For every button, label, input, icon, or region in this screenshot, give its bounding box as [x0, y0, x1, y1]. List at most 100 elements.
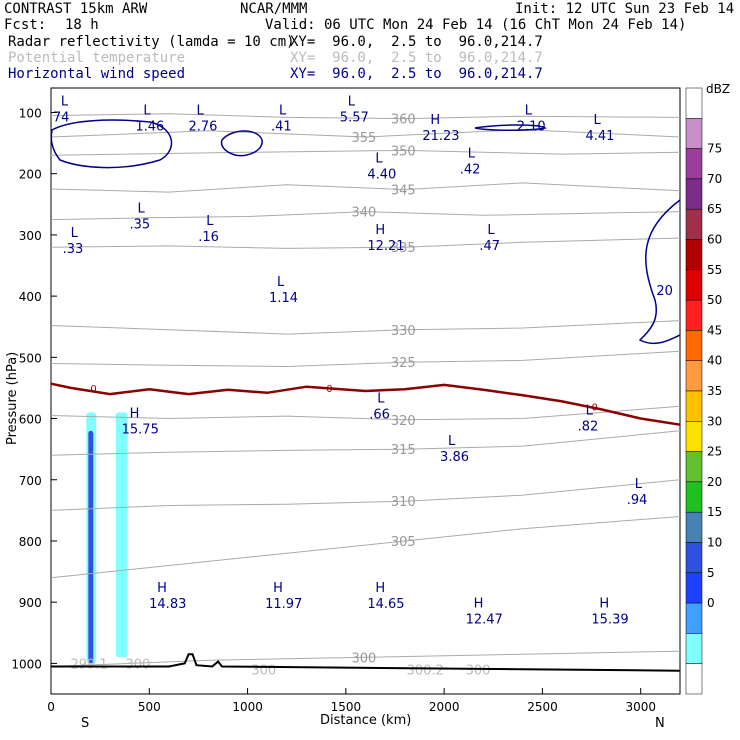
colorbar-block [685, 239, 703, 271]
field-3-xy: XY= 96.0, 2.5 to 96.0,214.7 [290, 66, 543, 82]
wind-extremum-value: 3.86 [440, 450, 469, 465]
wind-extremum-value: .16 [198, 230, 219, 245]
init-time: Init: 12 UTC Sun 23 Feb 14 [515, 1, 735, 17]
colorbar-block [685, 451, 703, 483]
theta-contour-label: 335 [391, 241, 416, 256]
theta-contour-305 [50, 516, 681, 579]
colorbar-label: 15 [707, 505, 722, 519]
colorbar-block [685, 542, 703, 574]
theta-contour-340 [50, 211, 681, 221]
wind-extremum-value: 14.65 [367, 597, 404, 612]
field-3-name: Horizontal wind speed [8, 66, 186, 82]
wind-extremum: H15.75 [122, 407, 159, 438]
wind-extremum: L.16 [198, 214, 219, 245]
wind-extremum: H21.23 [422, 113, 459, 144]
wind-extremum: H15.39 [591, 596, 628, 627]
x-tick-label: 0 [47, 700, 55, 714]
wind-contour [50, 119, 173, 169]
x-tick-label: 1500 [331, 700, 362, 714]
wind-extremum-value: 15.39 [591, 612, 628, 627]
colorbar-block [685, 148, 703, 180]
x-tick-label: 500 [138, 700, 161, 714]
colorbar-block [685, 299, 703, 331]
colorbar-block [685, 602, 703, 634]
theta-contour-325 [50, 350, 681, 368]
terrain-line [51, 653, 681, 672]
wind-extremum-kind: L [137, 202, 145, 217]
theta-contour-label: 360 [391, 113, 416, 128]
colorbar-label: 40 [707, 354, 722, 368]
wind-extremum-kind: L [635, 477, 643, 492]
wind-extremum-value: .47 [479, 239, 500, 254]
colorbar-block [685, 360, 703, 392]
colorbar-block [685, 572, 703, 604]
wind-extremum: L4.41 [586, 113, 615, 144]
wind-extremum: L4.40 [367, 151, 396, 182]
wind-extremum-kind: L [525, 104, 533, 119]
theta-contour-label: 320 [391, 414, 416, 429]
y-tick-label: 700 [19, 474, 42, 488]
wind-extremum-kind: H [273, 581, 283, 596]
wind-extremum-value: 15.75 [122, 423, 159, 438]
theta-contour-315 [50, 430, 681, 456]
wind-extremum: L1.14 [269, 275, 298, 306]
wind-extremum-value: 12.47 [466, 612, 503, 627]
wind-extremum-kind: L [586, 404, 594, 419]
wind-extremum: L.47 [479, 223, 500, 254]
field-1-name: Radar reflectivity (lamda = 10 cm) [8, 34, 295, 50]
field-2-xy: XY= 96.0, 2.5 to 96.0,214.7 [290, 50, 543, 66]
wind-extremum-value: .35 [129, 218, 150, 233]
theta-contour-345 [50, 182, 681, 193]
theta-contour-label: 300 [352, 651, 377, 666]
theta-contour-label: 315 [391, 443, 416, 458]
wind-extremum-kind: H [130, 407, 140, 422]
reflectivity-band [86, 412, 97, 664]
org-title: NCAR/MMM [240, 1, 308, 17]
colorbar-unit: dBZ [706, 82, 730, 96]
y-tick-label: 600 [19, 413, 42, 427]
wind-extremum: H14.83 [149, 581, 186, 612]
wind-extremum: H11.97 [265, 581, 302, 612]
right-end-label: N [655, 716, 665, 731]
colorbar-block [685, 633, 703, 664]
wind-extremum-kind: L [206, 214, 214, 229]
colorbar-label: 75 [707, 142, 722, 156]
wind-extremum-kind: L [71, 226, 79, 241]
colorbar-label: 30 [707, 414, 722, 428]
wind-extremum-kind: L [279, 104, 287, 119]
theta-contour-label: 345 [391, 184, 416, 199]
reflectivity-band [88, 430, 94, 664]
y-tick-label: 800 [19, 535, 42, 549]
y-tick-label: 100 [19, 106, 42, 120]
theta-contour-label: 325 [391, 356, 416, 371]
colorbar-label: 50 [707, 293, 722, 307]
freezing-level-label: 0 [592, 402, 598, 413]
x-tick-label: 2500 [527, 700, 558, 714]
wind-extremum-kind: L [375, 151, 383, 166]
wind-extremum-value: 74 [53, 110, 70, 125]
colorbar-label: 35 [707, 384, 722, 398]
wind-extremum: L.33 [63, 226, 84, 257]
colorbar-block [685, 118, 703, 149]
theta-point-label: 299.1 [70, 657, 107, 672]
left-end-label: S [81, 716, 89, 731]
wind-extremum-value: .82 [578, 420, 599, 435]
colorbar-label: 65 [707, 202, 722, 216]
theta-contour-360 [50, 113, 681, 120]
theta-contour-310 [50, 479, 681, 511]
wind-extremum: H14.65 [367, 581, 404, 612]
freezing-level-label: 0 [90, 384, 96, 395]
wind-extremum-kind: L [468, 146, 476, 161]
field-1-xy: XY= 96.0, 2.5 to 96.0,214.7 [290, 34, 543, 50]
model-title: CONTRAST 15km ARW [4, 1, 148, 17]
colorbar-block [685, 208, 703, 240]
y-tick-label: 900 [19, 596, 42, 610]
wind-extremum-value: 4.40 [367, 167, 396, 182]
wind-extremum: L1.46 [135, 104, 164, 135]
wind-extremum: L74 [53, 94, 70, 125]
theta-contour-355 [50, 129, 681, 138]
field-2-name: Potential temperature [8, 50, 186, 66]
wind-extremum-value: 1.14 [269, 291, 298, 306]
wind-extremum-kind: L [594, 113, 602, 128]
